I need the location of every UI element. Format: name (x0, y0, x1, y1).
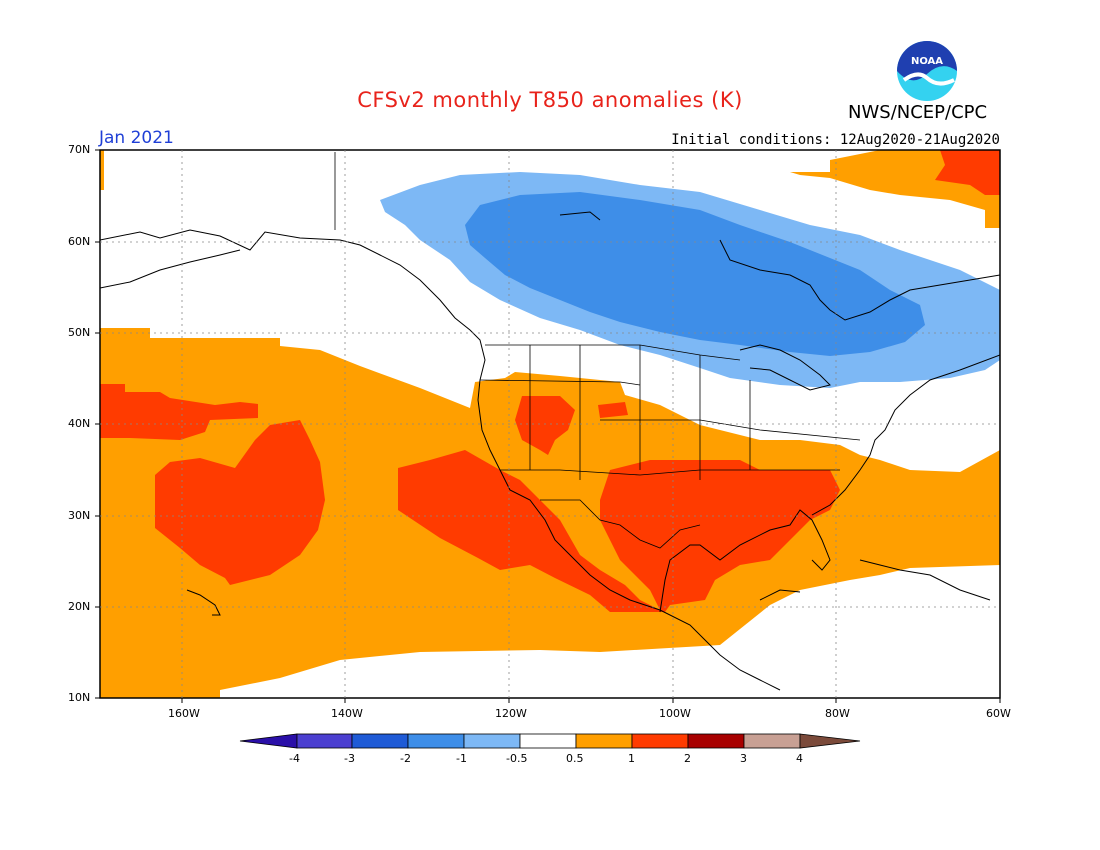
colorbar-swatch (575, 733, 633, 749)
colorbar-swatch (799, 733, 861, 749)
colorbar-label: -3 (344, 752, 355, 765)
anomaly-region-warm-rockies (515, 396, 575, 455)
lat-label: 30N (68, 509, 91, 522)
lat-label: 50N (68, 326, 91, 339)
colorbar-label: -1 (456, 752, 467, 765)
lon-label: 160W (168, 707, 200, 720)
map-title: CFSv2 monthly T850 anomalies (K) (357, 88, 743, 112)
colorbar-swatch (519, 733, 577, 749)
colorbar-swatch (743, 733, 801, 749)
colorbar-label: 2 (684, 752, 691, 765)
colorbar-label: 1 (628, 752, 635, 765)
lon-label: 120W (495, 707, 527, 720)
map-frame (99, 149, 1001, 699)
colorbar-label: -0.5 (506, 752, 528, 765)
colorbar-label: -2 (400, 752, 411, 765)
colorbar-label: -4 (289, 752, 300, 765)
colorbar (239, 733, 861, 749)
lat-label: 40N (68, 417, 91, 430)
agency-label: NWS/NCEP/CPC (848, 102, 988, 123)
coastlines (100, 211, 1000, 691)
lon-label: 80W (825, 707, 850, 720)
gridlines (100, 150, 1000, 698)
colorbar-swatch (351, 733, 409, 749)
colorbar-swatch (239, 733, 298, 749)
colorbar-swatch (463, 733, 521, 749)
colorbar-label: 0.5 (566, 752, 584, 765)
anomaly-region-warm-light-nw (100, 150, 104, 190)
anomaly-region-warm-southwest (398, 450, 840, 612)
lon-label: 60W (986, 707, 1011, 720)
anomaly-region-cool-mid (465, 192, 925, 356)
anomaly-region-warm-light-ne (790, 150, 1000, 228)
anomaly-region-warm-light (100, 328, 1000, 698)
lat-label: 70N (68, 143, 91, 156)
lat-label: 20N (68, 600, 91, 613)
colorbar-swatch (296, 733, 353, 749)
colorbar-swatch (687, 733, 745, 749)
political-borders (334, 152, 861, 549)
lon-label: 100W (659, 707, 691, 720)
noaa-logo-text: NOAA (911, 56, 943, 67)
lat-label: 60N (68, 235, 91, 248)
anomaly-region-warm-plains (598, 402, 628, 418)
noaa-logo-icon: NOAA (897, 41, 957, 101)
initial-conditions-label: Initial conditions: 12Aug2020-21Aug2020 (671, 132, 1000, 148)
colorbar-swatch (407, 733, 465, 749)
lon-label: 140W (331, 707, 363, 720)
valid-month-label: Jan 2021 (99, 128, 174, 148)
map-background (100, 150, 1000, 698)
colorbar-label: 3 (740, 752, 747, 765)
colorbar-swatch (631, 733, 689, 749)
anomaly-region-warm-hawaii (155, 420, 325, 585)
anomaly-region-warm-ne-corner (935, 150, 1000, 195)
anomaly-region-warm-pacific (100, 384, 258, 440)
lat-label: 10N (68, 691, 91, 704)
axis-ticks (95, 149, 1001, 703)
colorbar-label: 4 (796, 752, 803, 765)
anomaly-region-cool-light (380, 172, 1000, 388)
